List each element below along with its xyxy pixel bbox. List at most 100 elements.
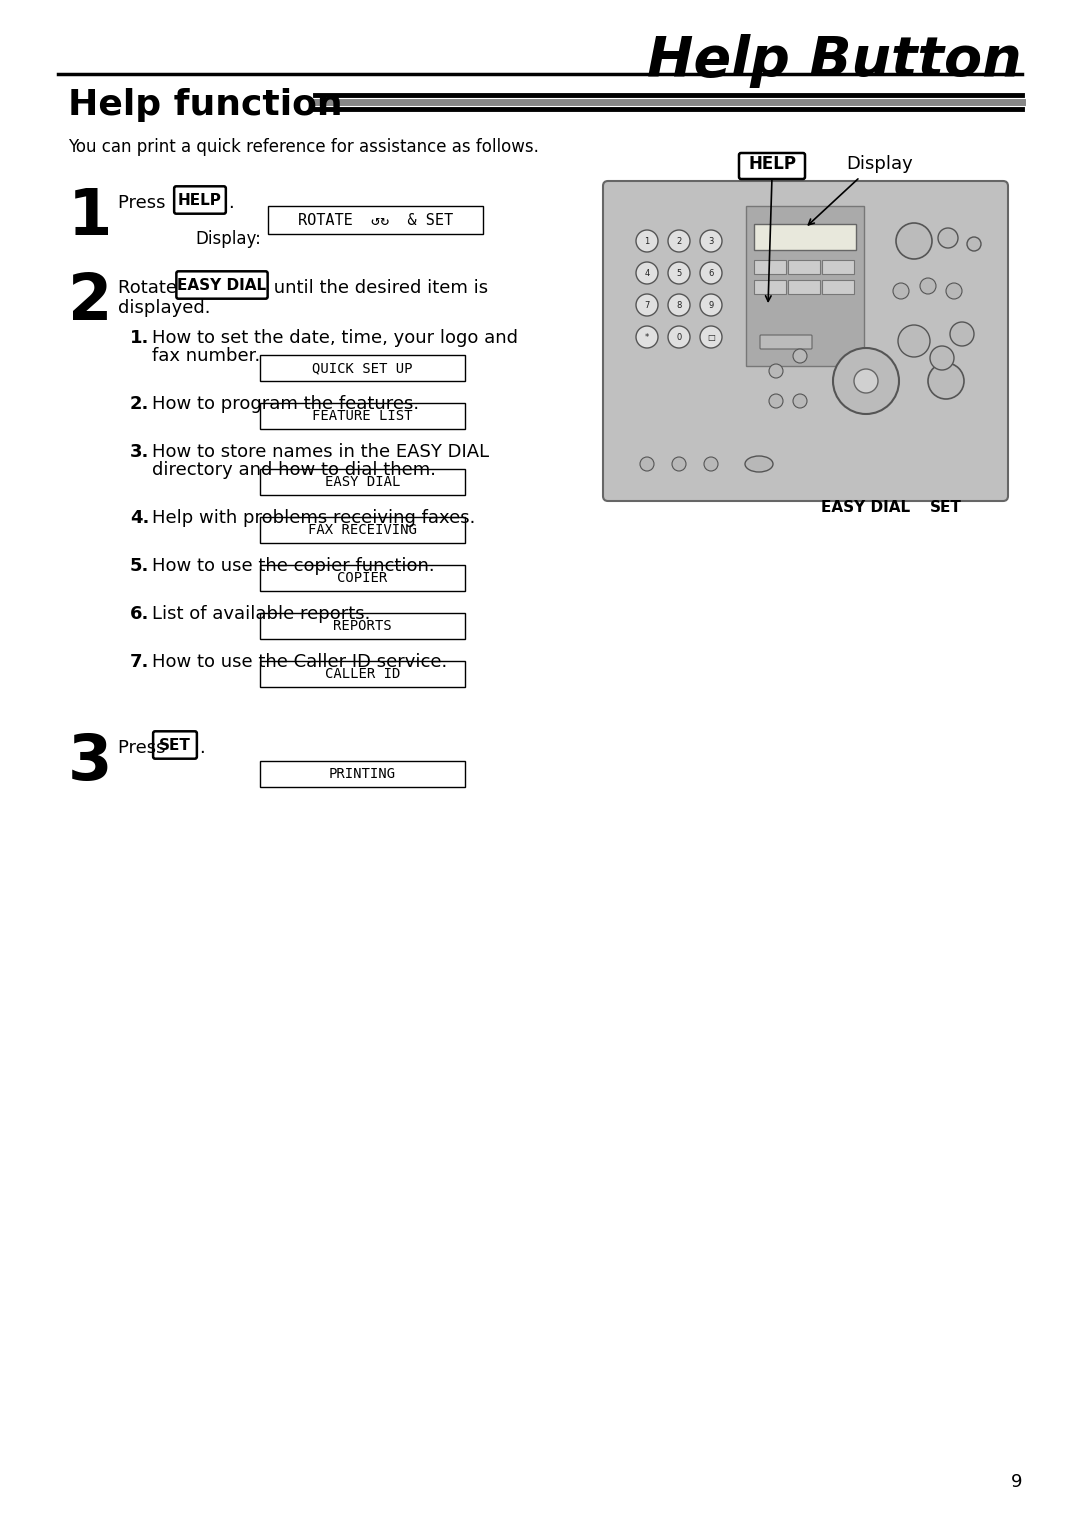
Text: 6.: 6. <box>130 604 149 623</box>
Text: directory and how to dial them.: directory and how to dial them. <box>152 461 436 479</box>
Circle shape <box>636 262 658 284</box>
Bar <box>822 259 854 275</box>
Text: Rotate: Rotate <box>118 279 183 298</box>
Text: 9: 9 <box>708 301 714 310</box>
Text: Help Button: Help Button <box>647 34 1022 89</box>
Text: 4.: 4. <box>130 510 149 526</box>
Text: Help function: Help function <box>68 89 342 122</box>
Circle shape <box>769 365 783 378</box>
Text: 3: 3 <box>708 237 714 246</box>
FancyBboxPatch shape <box>760 336 812 349</box>
Bar <box>788 279 820 295</box>
Text: 5.: 5. <box>130 557 149 575</box>
Text: displayed.: displayed. <box>118 299 211 317</box>
Circle shape <box>928 363 964 398</box>
Text: How to set the date, time, your logo and: How to set the date, time, your logo and <box>152 330 518 346</box>
Circle shape <box>704 456 718 472</box>
Circle shape <box>700 230 723 252</box>
Circle shape <box>669 262 690 284</box>
FancyBboxPatch shape <box>260 403 465 429</box>
Text: Display:: Display: <box>195 230 261 249</box>
Text: REPORTS: REPORTS <box>334 620 392 633</box>
Text: .: . <box>199 739 204 757</box>
Text: EASY DIAL: EASY DIAL <box>325 475 401 488</box>
FancyBboxPatch shape <box>260 661 465 687</box>
Circle shape <box>636 327 658 348</box>
Text: Press: Press <box>118 194 172 212</box>
Text: 2: 2 <box>676 237 681 246</box>
Bar <box>822 279 854 295</box>
Text: .: . <box>228 194 233 212</box>
Circle shape <box>950 322 974 346</box>
Text: 3: 3 <box>68 731 112 794</box>
Text: Help with problems receiving faxes.: Help with problems receiving faxes. <box>152 510 475 526</box>
FancyBboxPatch shape <box>153 731 197 758</box>
Bar <box>754 224 856 250</box>
Circle shape <box>946 282 962 299</box>
FancyBboxPatch shape <box>268 206 483 233</box>
Bar <box>754 279 786 295</box>
FancyBboxPatch shape <box>603 182 1008 501</box>
Circle shape <box>920 278 936 295</box>
Text: ROTATE  ↺↻  & SET: ROTATE ↺↻ & SET <box>298 212 454 227</box>
Circle shape <box>700 262 723 284</box>
Text: EASY DIAL: EASY DIAL <box>177 278 267 293</box>
Text: 5: 5 <box>676 269 681 278</box>
Circle shape <box>700 295 723 316</box>
Text: How to use the copier function.: How to use the copier function. <box>152 557 434 575</box>
Bar <box>788 259 820 275</box>
Text: 7: 7 <box>645 301 650 310</box>
FancyBboxPatch shape <box>260 613 465 639</box>
Circle shape <box>769 394 783 407</box>
Text: *: * <box>645 333 649 342</box>
Text: List of available reports.: List of available reports. <box>152 604 370 623</box>
Circle shape <box>896 223 932 259</box>
Circle shape <box>930 346 954 369</box>
Circle shape <box>672 456 686 472</box>
Circle shape <box>893 282 909 299</box>
Circle shape <box>669 230 690 252</box>
Text: How to program the features.: How to program the features. <box>152 395 419 414</box>
Text: HELP: HELP <box>748 156 796 172</box>
FancyBboxPatch shape <box>739 153 805 179</box>
Text: until the desired item is: until the desired item is <box>268 279 488 298</box>
Text: SET: SET <box>930 501 962 514</box>
Circle shape <box>793 349 807 363</box>
FancyBboxPatch shape <box>260 356 465 382</box>
FancyBboxPatch shape <box>746 206 864 366</box>
Bar <box>754 259 786 275</box>
Text: Display: Display <box>846 156 913 172</box>
Text: CALLER ID: CALLER ID <box>325 667 401 681</box>
Text: 6: 6 <box>708 269 714 278</box>
Circle shape <box>793 394 807 407</box>
Text: QUICK SET UP: QUICK SET UP <box>312 362 413 375</box>
Text: 3.: 3. <box>130 443 149 461</box>
Text: SET: SET <box>159 737 191 752</box>
Text: How to store names in the EASY DIAL: How to store names in the EASY DIAL <box>152 443 489 461</box>
FancyBboxPatch shape <box>260 468 465 494</box>
Text: 7.: 7. <box>130 653 149 671</box>
Text: 2: 2 <box>68 272 112 333</box>
Circle shape <box>700 327 723 348</box>
Text: How to use the Caller ID service.: How to use the Caller ID service. <box>152 653 447 671</box>
Circle shape <box>640 456 654 472</box>
FancyBboxPatch shape <box>260 517 465 543</box>
Text: PRINTING: PRINTING <box>329 768 396 781</box>
Text: 0: 0 <box>676 333 681 342</box>
Ellipse shape <box>745 456 773 472</box>
Text: COPIER: COPIER <box>337 571 388 584</box>
Text: 9: 9 <box>1011 1473 1022 1491</box>
FancyBboxPatch shape <box>174 186 226 214</box>
Text: 4: 4 <box>645 269 650 278</box>
Circle shape <box>669 295 690 316</box>
Text: 1: 1 <box>645 237 650 246</box>
Text: 1: 1 <box>68 186 112 249</box>
Text: 1.: 1. <box>130 330 149 346</box>
Text: 2.: 2. <box>130 395 149 414</box>
Text: HELP: HELP <box>178 192 221 208</box>
Text: You can print a quick reference for assistance as follows.: You can print a quick reference for assi… <box>68 137 539 156</box>
Text: Press: Press <box>118 739 172 757</box>
Text: □: □ <box>707 333 715 342</box>
Circle shape <box>897 325 930 357</box>
Text: EASY DIAL: EASY DIAL <box>822 501 910 514</box>
